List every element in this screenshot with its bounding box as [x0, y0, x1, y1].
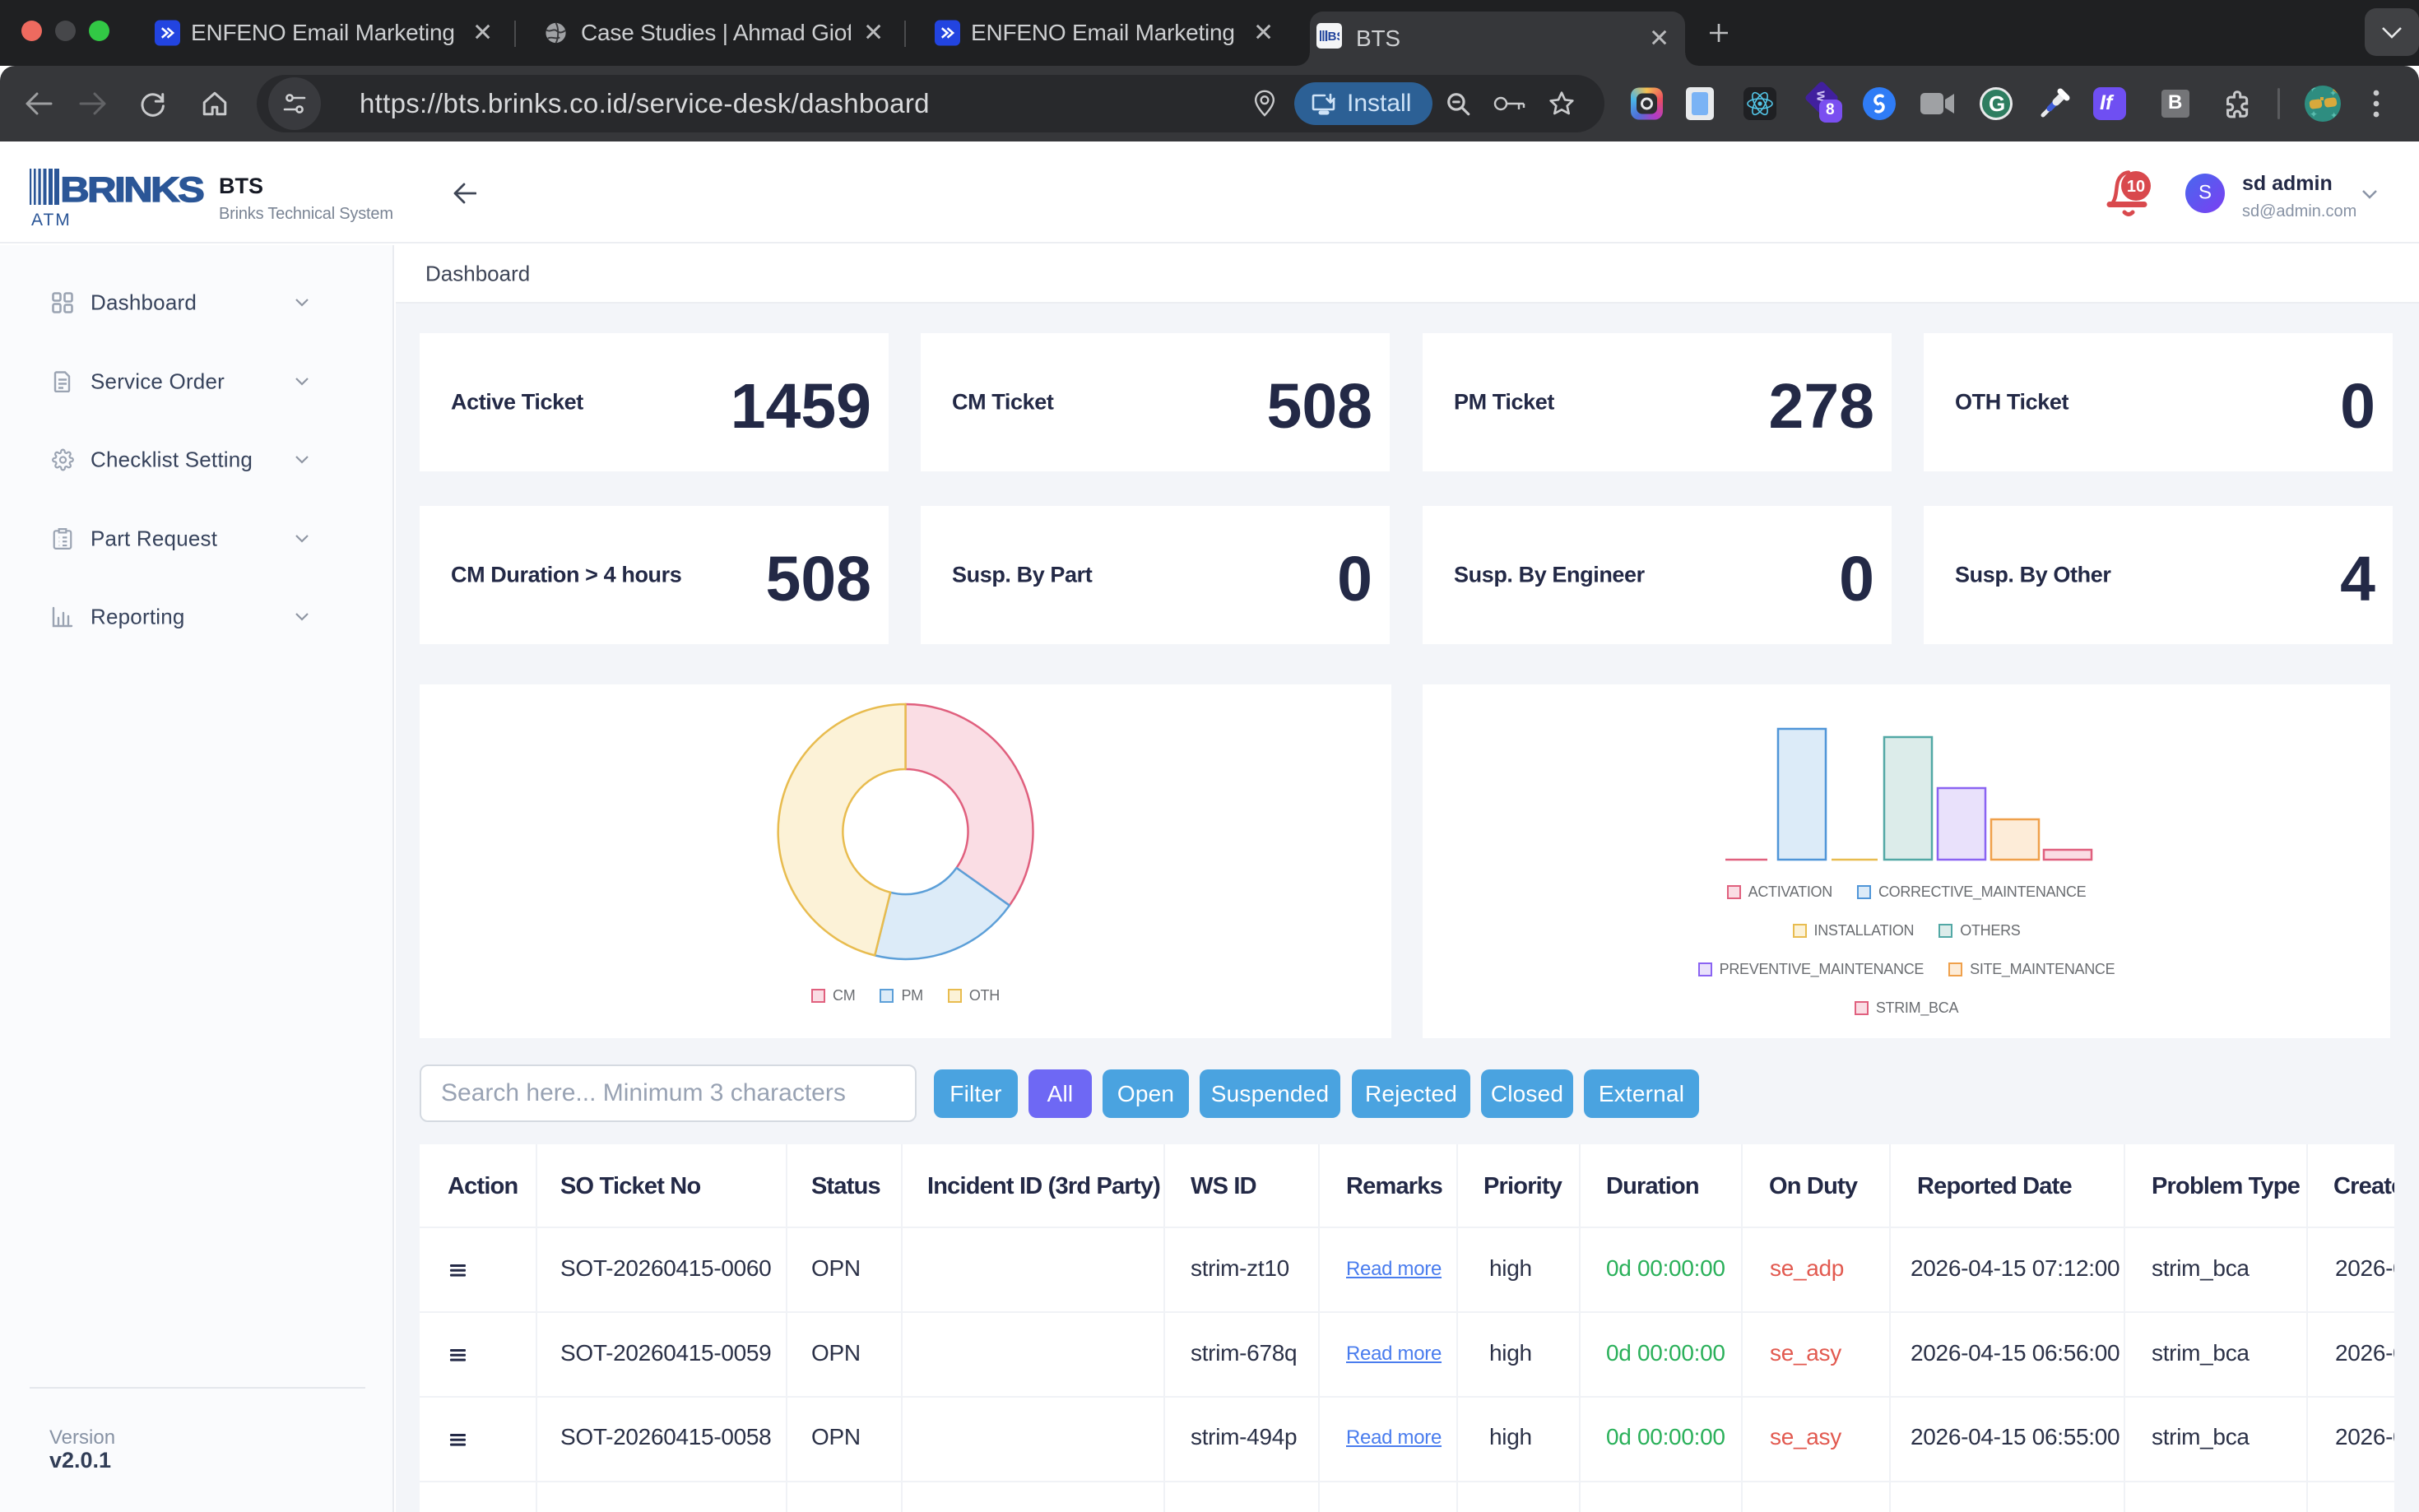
svg-text:10: 10	[2127, 178, 2145, 196]
svg-text:BS: BS	[1328, 30, 1340, 43]
svg-text:BRINKS: BRINKS	[60, 169, 203, 205]
